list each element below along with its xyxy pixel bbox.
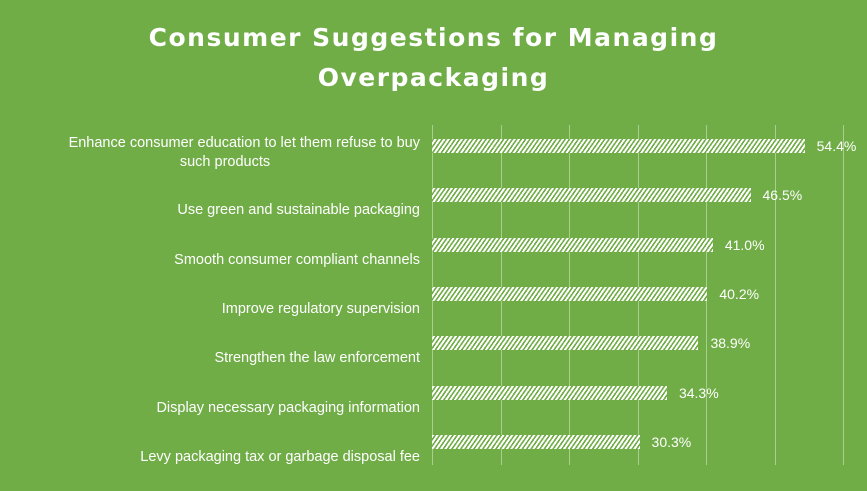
- data-label: 38.9%: [710, 335, 751, 352]
- title-line-2: Overpackaging: [317, 63, 550, 92]
- gridline: [774, 125, 776, 465]
- bar: [432, 385, 667, 400]
- category-label: Smooth consumer compliant channels: [174, 251, 420, 268]
- category-label: Use green and sustainable packaging: [177, 202, 420, 219]
- category-label: Display necessary packaging information: [156, 399, 420, 416]
- data-label: 54.4%: [816, 138, 857, 154]
- data-label: 41.0%: [724, 236, 765, 253]
- gridline: [843, 125, 844, 465]
- bar: [432, 286, 708, 301]
- category-label: Enhance consumer education to let them r…: [68, 135, 420, 170]
- bar: [432, 188, 751, 203]
- bar: [432, 434, 640, 449]
- data-label: 30.3%: [651, 433, 692, 450]
- data-label: 40.2%: [719, 285, 760, 302]
- chart-title: Consumer Suggestions for Managing Overpa…: [0, 18, 867, 98]
- bar: [432, 139, 805, 153]
- category-label: Levy packaging tax or garbage disposal f…: [140, 448, 420, 465]
- title-line-1: Consumer Suggestions for Managing: [148, 23, 719, 52]
- data-label: 46.5%: [762, 187, 803, 204]
- bar: [432, 237, 713, 252]
- bar: [432, 336, 699, 351]
- category-label: Improve regulatory supervision: [221, 300, 420, 317]
- data-label: 34.3%: [678, 384, 719, 401]
- category-label: Strengthen the law enforcement: [214, 350, 420, 367]
